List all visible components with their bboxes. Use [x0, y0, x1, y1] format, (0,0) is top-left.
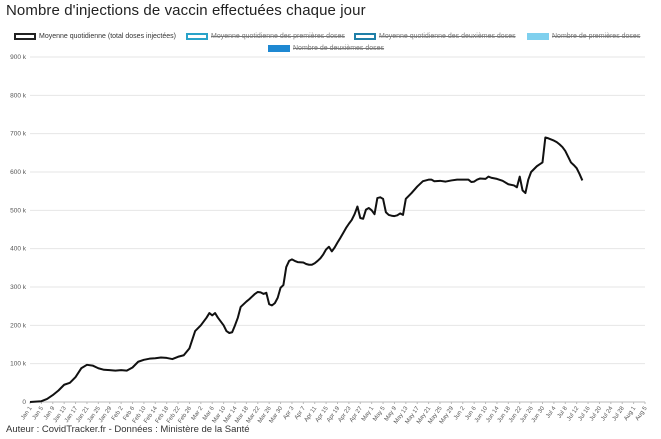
legend-label: Moyenne quotidienne des premières doses — [211, 33, 345, 40]
legend-swatch — [14, 33, 36, 40]
legend-item-first-doses-count[interactable]: Nombre de premières doses — [527, 33, 640, 40]
y-tick-label: 700 k — [10, 131, 27, 138]
legend-swatch — [186, 33, 208, 40]
source-credit: Auteur : CovidTracker.fr - Données : Min… — [6, 424, 250, 435]
y-tick-label: 100 k — [10, 361, 27, 368]
y-axis-ticks: 0 100 k 200 k 300 k 400 k 500 k 600 k 700 k 800 … — [10, 54, 27, 406]
legend-swatch — [527, 33, 549, 40]
series-line-total-average[interactable] — [29, 136, 584, 403]
legend-swatch — [354, 33, 376, 40]
series-layer — [29, 136, 584, 403]
x-tick-label: Jun 30 — [531, 405, 547, 424]
legend-swatch — [268, 45, 290, 52]
y-tick-label: 400 k — [10, 246, 27, 253]
x-tick-label: Jul 4 — [545, 405, 558, 419]
y-tick-label: 0 — [22, 399, 26, 406]
legend-label: Moyenne quotidienne des deuxièmes doses — [379, 33, 516, 40]
y-tick-label: 500 k — [10, 207, 27, 214]
chart-title: Nombre d'injections de vaccin effectuées… — [6, 2, 366, 19]
legend-item-total-average[interactable]: Moyenne quotidienne (total doses injecté… — [14, 33, 176, 40]
x-tick-label: Jan 29 — [98, 405, 114, 424]
legend-label: Moyenne quotidienne (total doses injecté… — [39, 33, 176, 40]
gridlines — [30, 56, 645, 403]
legend-item-second-doses-count[interactable]: Nombre de deuxièmes doses — [268, 45, 384, 52]
legend-item-second-doses-average[interactable]: Moyenne quotidienne des deuxièmes doses — [354, 33, 516, 40]
y-tick-label: 300 k — [10, 284, 27, 291]
x-tick-label: Aug 5 — [635, 405, 649, 422]
y-tick-label: 200 k — [10, 322, 27, 329]
y-tick-label: 900 k — [10, 54, 27, 61]
legend-item-first-doses-average[interactable]: Moyenne quotidienne des premières doses — [186, 33, 345, 40]
y-tick-label: 800 k — [10, 92, 27, 99]
y-tick-label: 600 k — [10, 169, 27, 176]
legend-label: Nombre de premières doses — [552, 33, 641, 40]
legend-label: Nombre de deuxièmes doses — [293, 45, 385, 52]
